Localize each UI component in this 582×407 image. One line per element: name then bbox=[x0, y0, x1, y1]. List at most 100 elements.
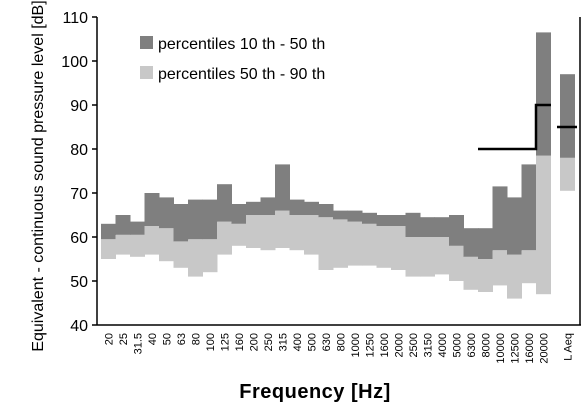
bar-dark-10000 bbox=[492, 186, 508, 251]
bar-dark-4000 bbox=[434, 217, 450, 237]
axes-group bbox=[92, 16, 581, 326]
bar-dark-400 bbox=[289, 199, 305, 215]
bar-light-10000 bbox=[492, 250, 508, 286]
bar-light-315 bbox=[275, 210, 290, 248]
bar-light-800 bbox=[333, 219, 348, 268]
bar-light-1000 bbox=[347, 221, 363, 266]
bar-light-laeq bbox=[560, 157, 575, 191]
legend-swatch-dark bbox=[140, 36, 153, 49]
bar-light-80 bbox=[188, 239, 203, 277]
bar-light-1250 bbox=[362, 223, 377, 266]
bar-dark-100 bbox=[202, 199, 218, 240]
bar-dark-160 bbox=[231, 204, 247, 224]
x-tick-label: 25 bbox=[118, 333, 130, 345]
x-tick-label: 2000 bbox=[394, 333, 406, 357]
criterion-step-group bbox=[478, 103, 551, 151]
bar-light-5000 bbox=[449, 245, 464, 281]
bar-dark-laeq bbox=[560, 74, 575, 158]
bar-dark-50 bbox=[159, 197, 174, 229]
x-tick-label: 5000 bbox=[452, 333, 464, 357]
x-tick-label: 2500 bbox=[408, 333, 420, 357]
bar-dark-1250 bbox=[362, 212, 377, 224]
y-axis-label: Equivalent - continuous sound pressure l… bbox=[30, 0, 47, 351]
legend-label-dark: percentiles 10 th - 50 th bbox=[158, 36, 325, 53]
bar-light-1600 bbox=[376, 226, 392, 268]
y-tick-label: 70 bbox=[70, 186, 88, 203]
bar-dark-200 bbox=[246, 201, 261, 215]
x-tick-label: 50 bbox=[162, 333, 174, 345]
x-tick-label: 20000 bbox=[539, 333, 551, 364]
bar-light-25 bbox=[115, 234, 131, 255]
x-tick-label: 100 bbox=[205, 333, 217, 351]
x-tick-label: 31.5 bbox=[133, 333, 145, 354]
bar-light-12500 bbox=[507, 254, 522, 299]
x-tick-label: 20 bbox=[104, 333, 116, 345]
bar-light-100 bbox=[202, 239, 218, 273]
x-tick-label: 8000 bbox=[481, 333, 493, 357]
x-tick-label: 4000 bbox=[437, 333, 449, 357]
bar-light-160 bbox=[231, 223, 247, 246]
bar-light-50 bbox=[159, 228, 174, 262]
bar-dark-6300 bbox=[463, 228, 479, 257]
bar-dark-16000 bbox=[521, 164, 537, 251]
bar-dark-31.5 bbox=[130, 221, 145, 235]
x-tick-label: 6300 bbox=[466, 333, 478, 357]
y-tick-labels: 40 50 60 70 80 90 100 110 bbox=[61, 10, 88, 335]
legend-swatch-light bbox=[140, 66, 153, 79]
x-tick-label: L Aeq bbox=[563, 333, 575, 361]
bar-light-4000 bbox=[434, 237, 450, 275]
bar-dark-25 bbox=[115, 215, 131, 235]
y-tick-label: 80 bbox=[70, 142, 88, 159]
bar-dark-1600 bbox=[376, 215, 392, 226]
bar-light-63 bbox=[173, 241, 189, 268]
bar-light-125 bbox=[217, 221, 232, 255]
y-tick-label: 40 bbox=[70, 318, 88, 335]
bar-dark-250 bbox=[260, 197, 276, 215]
x-tick-label: 400 bbox=[292, 333, 304, 351]
bar-dark-8000 bbox=[478, 228, 493, 259]
y-tick-label: 100 bbox=[61, 54, 88, 71]
x-tick-labels: 20 25 31.5 40 50 63 80 100 125 160 200 250 315 400 500… bbox=[104, 333, 575, 364]
bar-dark-630 bbox=[318, 204, 334, 218]
bar-light-250 bbox=[260, 215, 276, 251]
x-tick-label: 12500 bbox=[510, 333, 522, 364]
bar-light-400 bbox=[289, 215, 305, 251]
bar-light-2000 bbox=[391, 226, 406, 270]
x-tick-label: 10000 bbox=[495, 333, 507, 364]
bar-light-630 bbox=[318, 217, 334, 270]
x-tick-label: 800 bbox=[336, 333, 348, 351]
x-tick-label: 80 bbox=[191, 333, 203, 345]
bars-group bbox=[101, 32, 551, 299]
bar-light-20 bbox=[101, 239, 116, 259]
bar-light-40 bbox=[144, 226, 160, 255]
bar-light-6300 bbox=[463, 256, 479, 290]
bar-dark-63 bbox=[173, 204, 189, 242]
bar-light-20000 bbox=[536, 155, 551, 295]
x-tick-label: 125 bbox=[220, 333, 232, 351]
bar-dark-800 bbox=[333, 210, 348, 220]
bar-dark-80 bbox=[188, 199, 203, 240]
bar-dark-2000 bbox=[391, 215, 406, 226]
x-tick-label: 630 bbox=[321, 333, 333, 351]
laeq-group bbox=[557, 74, 577, 191]
bar-light-2500 bbox=[405, 237, 421, 277]
x-tick-label: 16000 bbox=[524, 333, 536, 364]
bar-light-500 bbox=[304, 215, 319, 255]
bar-light-8000 bbox=[478, 259, 493, 292]
bar-dark-20000 bbox=[536, 32, 551, 156]
bar-dark-1000 bbox=[347, 210, 363, 222]
legend: percentiles 10 th - 50 th percentiles 50… bbox=[140, 36, 325, 83]
x-tick-label: 500 bbox=[307, 333, 319, 351]
bar-dark-20 bbox=[101, 223, 116, 240]
bar-dark-500 bbox=[304, 201, 319, 215]
bar-light-200 bbox=[246, 215, 261, 248]
x-tick-label: 1250 bbox=[365, 333, 377, 357]
x-tick-label: 63 bbox=[176, 333, 188, 345]
bar-light-31.5 bbox=[130, 234, 145, 257]
bar-dark-125 bbox=[217, 184, 232, 222]
x-tick-label: 40 bbox=[147, 333, 159, 345]
legend-label-light: percentiles 50 th - 90 th bbox=[158, 66, 325, 83]
bar-dark-12500 bbox=[507, 197, 522, 255]
x-tick-label: 1000 bbox=[350, 333, 362, 357]
